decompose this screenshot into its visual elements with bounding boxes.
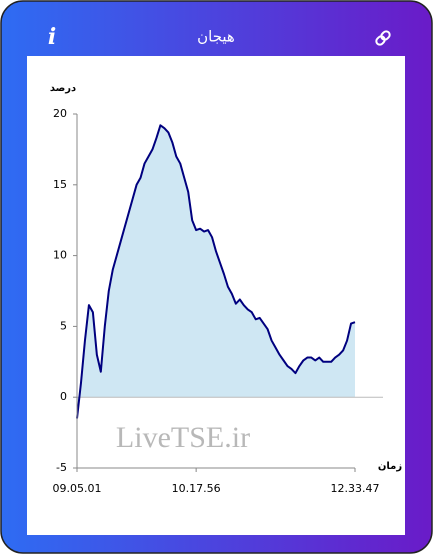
- x-axis-label: زمان: [378, 461, 402, 472]
- x-tick-label: 12.33.47: [331, 482, 380, 495]
- x-tick-label: 09.05.01: [53, 482, 102, 495]
- line: [76, 124, 356, 419]
- y-tick-label: 10: [53, 249, 67, 262]
- link-button[interactable]: [375, 30, 391, 46]
- y-tick-label: 5: [60, 319, 67, 332]
- y-tick-label: 15: [53, 178, 67, 191]
- link-icon: [375, 35, 386, 46]
- y-tick-label: 0: [60, 390, 67, 403]
- y-axis-label: درصد: [50, 83, 76, 94]
- page-title: هیجان: [197, 28, 235, 46]
- area: [77, 125, 355, 419]
- watermark: LiveTSE.ir: [116, 421, 250, 454]
- info-button[interactable]: i: [48, 24, 56, 50]
- link-icon: [380, 30, 391, 41]
- y-tick-label: -5: [56, 461, 67, 474]
- x-tick-label: 10.17.56: [172, 482, 221, 495]
- y-tick-label: 20: [53, 107, 67, 120]
- plot: -5 0 5 10 15 20 09.05.01 10.17.56 12.33.47 درصد زم…: [50, 83, 403, 495]
